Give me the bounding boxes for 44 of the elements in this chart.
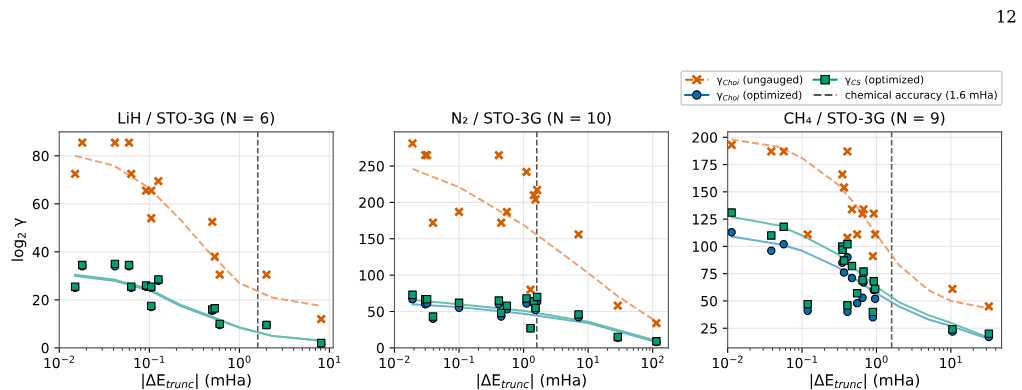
- legend-label: γ$_{Choi}$ (optimized): [716, 90, 802, 101]
- x-axis-title: |ΔE$_{trunc}$| (mHa): [477, 373, 586, 390]
- chart-title: LiH / STO-3G (N = 6): [118, 111, 274, 126]
- text: 12: [997, 10, 1016, 23]
- y-tick-label: 20: [32, 294, 49, 306]
- y-tick-label: 0: [376, 342, 384, 354]
- x-tick-label: 10$^{−1}$: [444, 355, 474, 369]
- x-axis-title: |ΔE$_{trunc}$| (mHa): [142, 373, 251, 390]
- y-tick-label: 125: [692, 214, 717, 225]
- x-axis-title: |ΔE$_{trunc}$| (mHa): [810, 373, 920, 390]
- chart-title: N₂ / STO-3G (N = 10): [452, 111, 611, 126]
- x-tick-label: 10$^{1}$: [577, 355, 600, 369]
- y-tick-label: 80: [32, 150, 49, 162]
- y-tick-label: 150: [692, 186, 718, 198]
- x-tick-label: 10$^{−2}$: [44, 355, 75, 369]
- x-tick-label: 10$^{0}$: [865, 355, 888, 369]
- legend-label: γ$_{CS}$ (optimized): [845, 75, 924, 86]
- y-tick-label: 60: [32, 198, 49, 210]
- y-tick-label: 150: [359, 233, 384, 245]
- x-tick-label: 10$^{−1}$: [787, 355, 817, 369]
- y-tick-label: 75: [701, 268, 717, 280]
- x-tick-label: 10$^{1}$: [940, 355, 962, 369]
- chart-title: CH₄ / STO-3G (N = 9): [784, 111, 945, 126]
- x-tick-label: 10$^{2}$: [642, 355, 664, 369]
- y-axis-title: log$_{2}$ γ: [11, 218, 27, 261]
- y-tick-label: 25: [701, 323, 717, 334]
- y-tick-label: 50: [701, 295, 718, 307]
- x-tick-label: 10$^{−2}$: [712, 355, 743, 369]
- x-tick-label: 10$^{−2}$: [379, 355, 410, 369]
- x-tick-label: 10$^{−1}$: [134, 355, 165, 369]
- x-tick-label: 10$^{1}$: [318, 355, 341, 369]
- y-tick-label: 0: [41, 342, 49, 354]
- x-tick-label: 10$^{0}$: [512, 355, 535, 369]
- y-tick-label: 40: [32, 246, 49, 258]
- y-tick-label: 100: [359, 270, 384, 281]
- y-tick-label: 50: [368, 306, 384, 317]
- x-tick-label: 10$^{0}$: [228, 355, 251, 369]
- y-tick-label: 100: [692, 241, 718, 252]
- y-tick-label: 175: [692, 159, 717, 171]
- y-tick-label: 200: [359, 197, 384, 208]
- y-tick-label: 200: [692, 132, 718, 143]
- legend-label: γ$_{Choi}$ (ungauged): [716, 75, 803, 86]
- y-tick-label: 250: [359, 160, 384, 172]
- legend-label: chemical accuracy (1.6 mHa): [845, 90, 997, 101]
